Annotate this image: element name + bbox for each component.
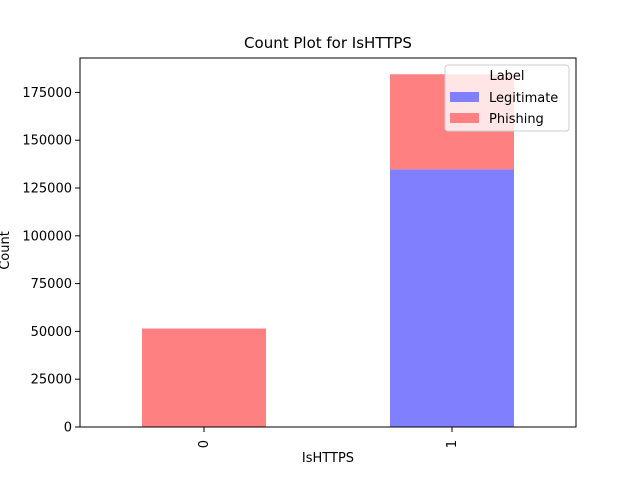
- y-tick-label: 25000: [31, 373, 72, 388]
- legend-swatch-legitimate: [450, 92, 479, 102]
- legend-label-legitimate: Legitimate: [489, 91, 558, 106]
- y-tick-label: 100000: [22, 229, 72, 244]
- y-axis-label: Count: [0, 231, 13, 270]
- plot-frame: [79, 57, 577, 428]
- bar-legitimate-1: [390, 169, 514, 428]
- y-tick-label: 50000: [31, 325, 72, 340]
- legend-label-phishing: Phishing: [489, 112, 544, 127]
- y-tick-label: 75000: [31, 277, 72, 292]
- legend-items: Legitimate Phishing: [450, 91, 558, 127]
- bar-phishing-0: [142, 328, 266, 427]
- x-tick-label-1: 1: [445, 440, 460, 448]
- y-tick-label: 150000: [22, 134, 72, 149]
- x-axis-label: IsHTTPS: [302, 451, 354, 466]
- legend-title: Label: [489, 69, 524, 84]
- legend: Label Legitimate Phishing: [444, 64, 570, 132]
- y-axis: 0 25000 50000 75000 100000 125000 150000 175000: [22, 86, 80, 436]
- y-tick-label: 175000: [22, 86, 72, 101]
- chart-title: Count Plot for IsHTTPS: [244, 34, 412, 52]
- y-tick-label: 0: [64, 421, 72, 436]
- legend-swatch-phishing: [450, 113, 479, 123]
- x-tick-label-0: 0: [197, 440, 212, 448]
- y-tick-label: 125000: [22, 182, 72, 197]
